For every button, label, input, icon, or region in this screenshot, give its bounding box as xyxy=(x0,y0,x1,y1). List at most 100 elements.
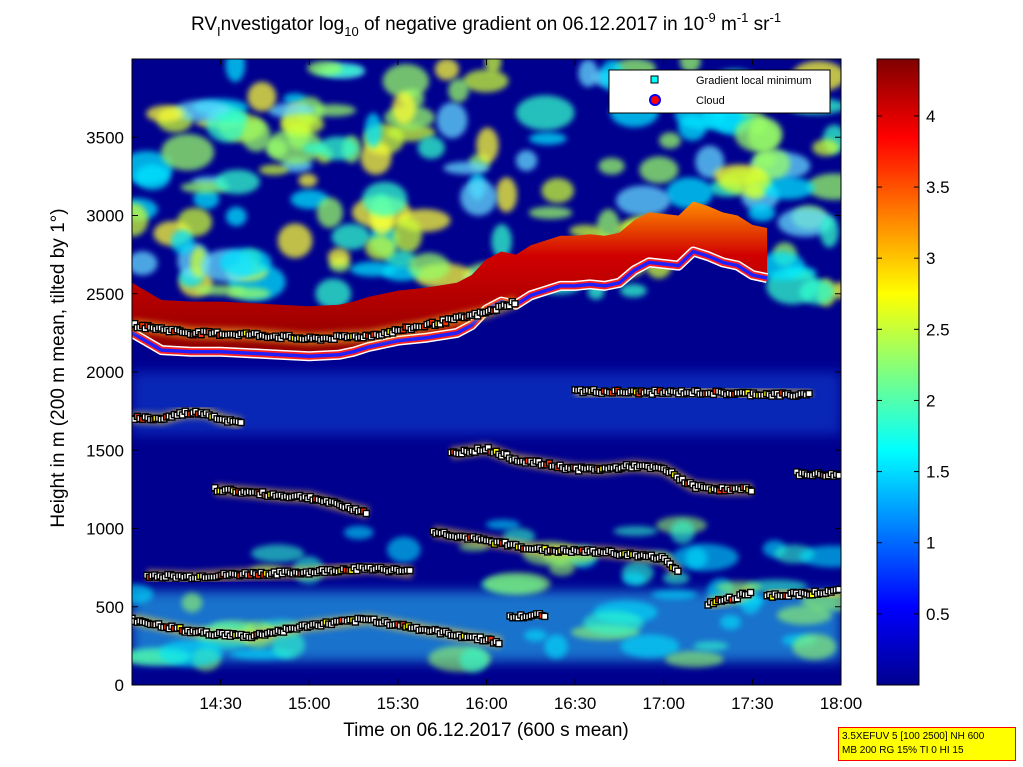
upper-haze-blob xyxy=(277,223,313,259)
upper-haze-blob xyxy=(434,59,460,81)
upper-haze-blob xyxy=(460,179,497,216)
upper-haze-blob xyxy=(408,252,450,281)
x-tick-label: 17:30 xyxy=(731,694,774,713)
upper-haze-blob xyxy=(132,251,158,276)
y-axis-label: Height in m (200 m mean, tilted by 1°) xyxy=(48,208,69,527)
colorbar: 0.5 1 1.5 2 2.5 3 3.5 4 xyxy=(876,58,950,686)
upper-haze-blob xyxy=(392,217,423,254)
gradient-min-marker xyxy=(674,567,682,575)
upper-haze-blob xyxy=(349,261,397,277)
upper-haze-blob xyxy=(541,178,574,204)
lower-haze-blob xyxy=(386,536,421,563)
upper-haze-blob xyxy=(495,177,518,213)
upper-haze-blob xyxy=(331,223,371,250)
upper-haze-blob xyxy=(515,95,575,131)
upper-haze-blob xyxy=(161,133,215,171)
upper-haze-blob xyxy=(327,247,351,267)
upper-haze-blob xyxy=(436,102,468,139)
upper-haze-blob xyxy=(484,59,502,74)
lower-haze-blob xyxy=(665,651,724,668)
x-axis: 14:30 15:00 15:30 16:00 16:30 17:00 17:30 18:00 xyxy=(199,59,862,713)
upper-haze-blob xyxy=(476,127,499,163)
legend-cloud-marker xyxy=(649,94,661,106)
plot-area xyxy=(132,59,841,685)
y-tick-label: 1000 xyxy=(86,520,124,539)
upper-haze-blob xyxy=(241,119,271,152)
cloud-base-line xyxy=(132,249,768,359)
x-tick-label: 16:30 xyxy=(554,694,597,713)
upper-haze-blob xyxy=(215,169,260,195)
gradient-min-marker xyxy=(746,588,755,597)
upper-haze-blob xyxy=(146,105,184,123)
lower-haze-blob xyxy=(620,634,680,659)
upper-haze-blob xyxy=(258,164,289,176)
lower-haze-blob xyxy=(719,614,741,630)
gradient-min-marker xyxy=(237,418,245,427)
y-tick-label: 3000 xyxy=(86,207,124,226)
lower-haze-blob xyxy=(251,544,305,563)
upper-haze-blob xyxy=(528,132,567,145)
y-tick-label: 3500 xyxy=(86,128,124,147)
colorbar-gradient xyxy=(876,58,920,686)
upper-haze-blob xyxy=(812,139,840,156)
upper-haze-blob xyxy=(665,177,713,209)
cloud-layer-band xyxy=(132,201,768,357)
upper-haze-blob xyxy=(307,60,343,76)
lower-haze-blob xyxy=(776,605,832,625)
upper-haze-blob xyxy=(219,248,272,277)
colorbar-tick-label: 3.5 xyxy=(926,178,950,197)
gradient-min-marker xyxy=(747,487,756,495)
lower-haze-blob xyxy=(159,639,223,667)
upper-haze-blob xyxy=(777,208,833,237)
lower-haze-blob xyxy=(651,589,698,600)
lower-haze-blob xyxy=(544,634,568,659)
lower-haze-blob xyxy=(485,519,521,530)
upper-haze-blob xyxy=(193,188,220,210)
legend-box xyxy=(608,69,831,114)
lower-haze-blob xyxy=(693,641,729,651)
upper-haze-blob xyxy=(448,78,469,103)
x-tick-label: 17:00 xyxy=(642,694,685,713)
x-axis-label: Time on 06.12.2017 (600 s mean) xyxy=(343,720,629,741)
gradient-min-marker xyxy=(541,612,549,621)
chart-title: RVInvestigator log10 of negative gradien… xyxy=(191,10,781,39)
lower-haze-blob xyxy=(613,526,658,537)
legend-cloud-label: Cloud xyxy=(696,95,725,107)
upper-haze-blob xyxy=(757,251,805,281)
upper-haze-blob xyxy=(620,283,647,298)
lower-haze-blob xyxy=(524,629,547,642)
upper-haze-blob xyxy=(247,81,277,112)
x-tick-label: 14:30 xyxy=(199,694,242,713)
y-tick-label: 2000 xyxy=(86,363,124,382)
gradient-min-marker xyxy=(835,471,841,480)
legend-min-marker xyxy=(650,75,659,84)
lower-haze-blob xyxy=(670,519,695,545)
upper-haze-blob xyxy=(392,91,416,125)
lower-haze-blob xyxy=(549,561,575,577)
upper-haze-blob xyxy=(491,224,512,259)
upper-haze-blob xyxy=(598,157,625,175)
upper-haze-blob xyxy=(659,132,682,149)
upper-haze-blob xyxy=(132,203,149,237)
colorbar-ticks: 0.5 1 1.5 2 2.5 3 3.5 4 xyxy=(877,107,950,624)
colorbar-tick-label: 0.5 xyxy=(926,605,950,624)
mid-level-band xyxy=(132,372,841,435)
upper-haze-blob xyxy=(215,112,247,123)
y-axis: 0 500 1000 1500 2000 2500 3000 3500 xyxy=(86,128,841,695)
gradient-markers xyxy=(132,298,841,648)
x-tick-label: 16:00 xyxy=(465,694,508,713)
upper-haze-blob xyxy=(316,197,343,229)
x-tick-label: 15:00 xyxy=(288,694,331,713)
y-tick-label: 0 xyxy=(115,676,124,695)
legend-min-label: Gradient local minimum xyxy=(696,75,812,87)
upper-haze-blob xyxy=(364,235,396,260)
upper-haze-blob xyxy=(578,59,599,88)
upper-haze-blob xyxy=(382,63,430,99)
upper-haze-blob xyxy=(807,173,841,200)
lower-haze-blob xyxy=(343,525,374,540)
y-tick-label: 2500 xyxy=(86,285,124,304)
lower-haze-blob xyxy=(662,571,690,585)
lower-haze-blob xyxy=(271,630,305,659)
lower-haze-blob xyxy=(484,572,551,595)
